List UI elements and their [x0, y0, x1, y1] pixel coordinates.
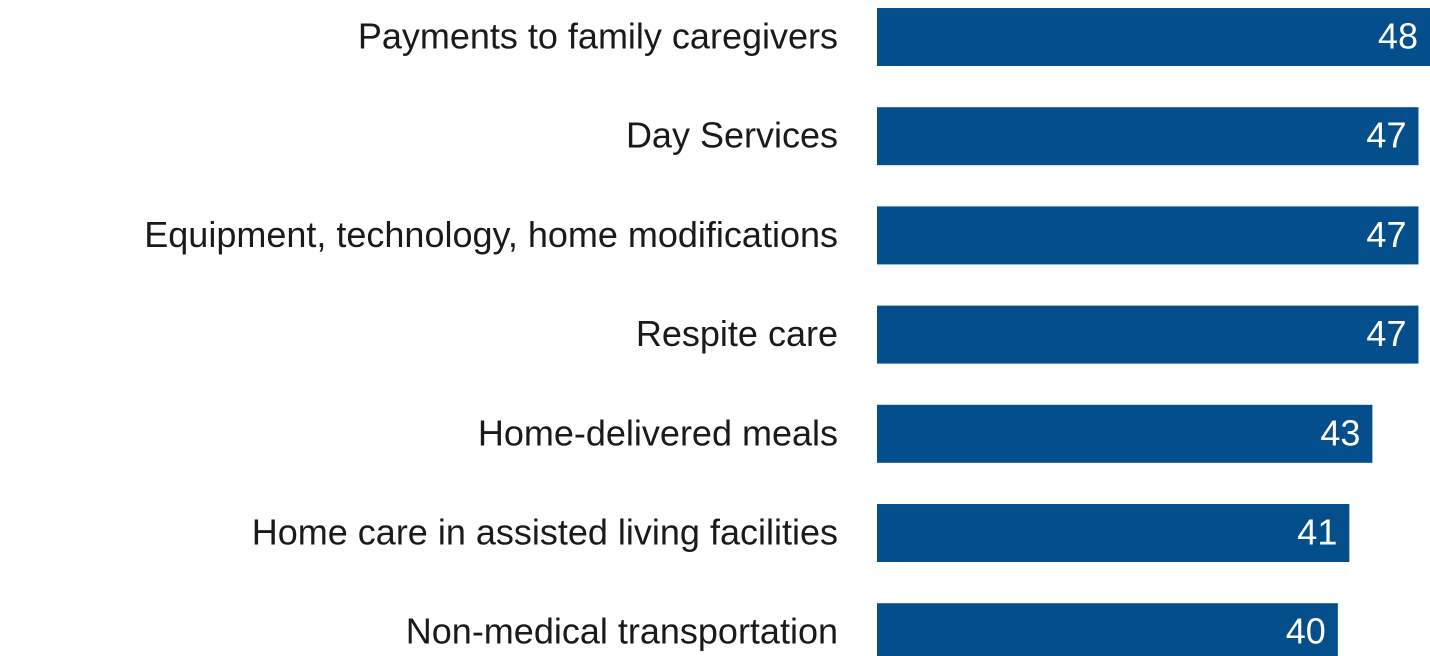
category-label: Day Services: [626, 115, 838, 156]
value-label: 47: [1366, 313, 1406, 354]
bar: [877, 603, 1338, 656]
category-label: Equipment, technology, home modification…: [144, 214, 838, 255]
value-label: 47: [1366, 115, 1406, 156]
value-label: 40: [1286, 611, 1326, 652]
bar: [877, 404, 1373, 463]
category-label: Payments to family caregivers: [358, 16, 838, 57]
category-label: Home-delivered meals: [478, 412, 838, 453]
value-label: 41: [1297, 512, 1337, 553]
bar: [877, 504, 1350, 562]
value-label: 48: [1378, 16, 1418, 57]
value-label: 47: [1366, 214, 1406, 255]
category-label: Home care in assisted living facilities: [252, 512, 838, 553]
bar: [877, 8, 1430, 66]
bar: [877, 107, 1419, 166]
category-label: Respite care: [636, 313, 838, 354]
bar: [877, 206, 1419, 265]
bar: [877, 305, 1419, 364]
value-label: 43: [1320, 412, 1360, 453]
category-label: Non-medical transportation: [406, 611, 838, 652]
